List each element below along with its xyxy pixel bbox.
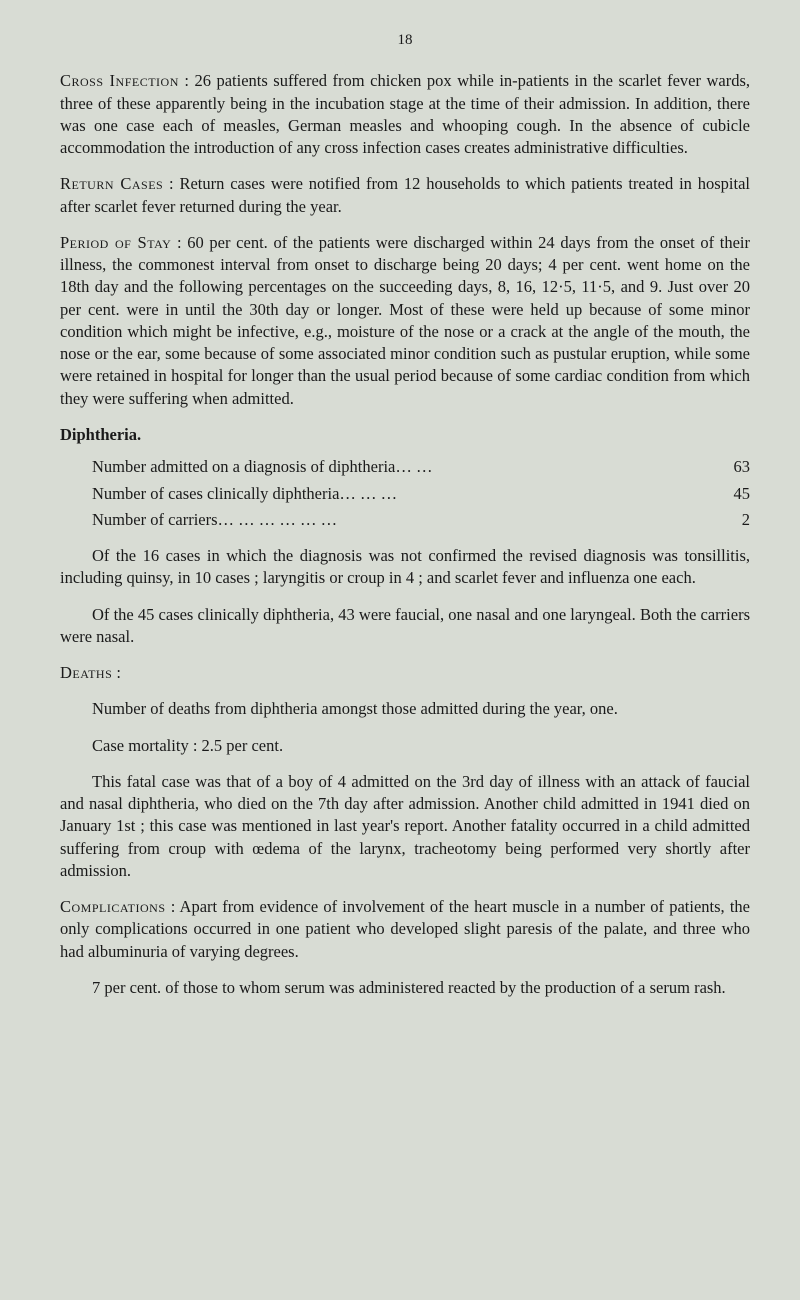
stat-value: 2 bbox=[710, 509, 750, 531]
para-deaths-1: Number of deaths from diphtheria amongst… bbox=[60, 698, 750, 720]
para-diphtheria-1: Of the 16 cases in which the diagnosis w… bbox=[60, 545, 750, 590]
diphtheria-stats: Number admitted on a diagnosis of diphth… bbox=[60, 456, 750, 531]
stat-label: Number of cases clinically diphtheria bbox=[92, 483, 339, 505]
para-return-cases: Return Cases : Return cases were notifie… bbox=[60, 173, 750, 218]
stat-value: 45 bbox=[710, 483, 750, 505]
para-complications: Complications : Apart from evidence of i… bbox=[60, 896, 750, 963]
stat-value: 63 bbox=[710, 456, 750, 478]
para-diphtheria-2: Of the 45 cases clinically diphtheria, 4… bbox=[60, 604, 750, 649]
label-cross-infection: Cross Infection bbox=[60, 71, 179, 90]
stat-row: Number of carriers … … … … … …2 bbox=[60, 509, 750, 531]
para-cross-infection: Cross Infection : 26 patients suffered f… bbox=[60, 70, 750, 159]
page-number: 18 bbox=[60, 30, 750, 50]
stat-row: Number admitted on a diagnosis of diphth… bbox=[60, 456, 750, 478]
heading-diphtheria: Diphtheria. bbox=[60, 424, 750, 446]
para-deaths-2: Case mortality : 2.5 per cent. bbox=[60, 735, 750, 757]
label-complications: Complications bbox=[60, 897, 166, 916]
stat-dots: … … bbox=[395, 456, 710, 478]
stat-dots: … … … bbox=[339, 483, 710, 505]
stat-label: Number admitted on a diagnosis of diphth… bbox=[92, 456, 395, 478]
deaths-colon: : bbox=[112, 663, 121, 682]
stat-dots: … … … … … … bbox=[218, 509, 710, 531]
label-period-of-stay: Period of Stay bbox=[60, 233, 171, 252]
label-return-cases: Return Cases bbox=[60, 174, 163, 193]
stat-row: Number of cases clinically diphtheria … … bbox=[60, 483, 750, 505]
para-period-of-stay: Period of Stay : 60 per cent. of the pat… bbox=[60, 232, 750, 410]
para-final: 7 per cent. of those to whom serum was a… bbox=[60, 977, 750, 999]
stat-label: Number of carriers bbox=[92, 509, 218, 531]
label-deaths: Deaths bbox=[60, 663, 112, 682]
para-deaths-label: Deaths : bbox=[60, 662, 750, 684]
body-return-cases: : Return cases were notified from 12 hou… bbox=[60, 174, 750, 215]
para-deaths-3: This fatal case was that of a boy of 4 a… bbox=[60, 771, 750, 882]
body-period-of-stay: : 60 per cent. of the patients were disc… bbox=[60, 233, 750, 408]
